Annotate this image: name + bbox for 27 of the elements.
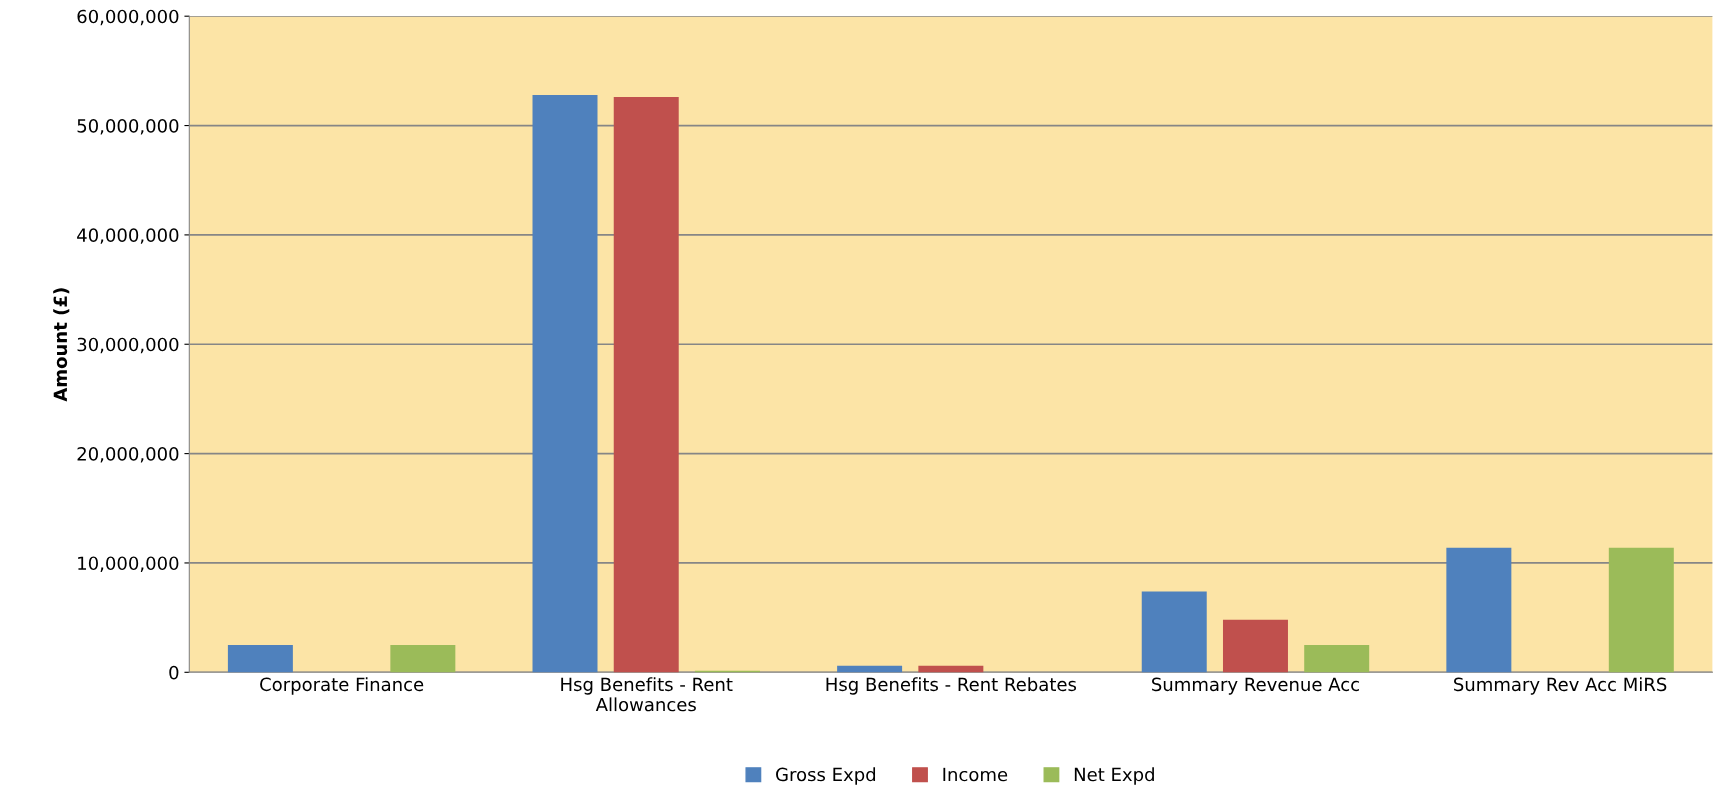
y-tick-label: 30,000,000 (77, 337, 179, 354)
x-tick-label: Summary Revenue Acc (1152, 677, 1359, 695)
bar (227, 644, 293, 673)
legend-label: Net Expd (1074, 767, 1154, 785)
x-tick-label: Corporate Finance (260, 677, 424, 695)
legend-label: Income (943, 767, 1008, 782)
y-tick-label: 60,000,000 (77, 9, 179, 26)
y-tick-label: 40,000,000 (77, 228, 179, 244)
y-tick-label: 50,000,000 (77, 119, 179, 135)
x-tick-label: Summary Rev Acc MiRS (1454, 677, 1667, 695)
bar (837, 665, 903, 673)
bar (1446, 547, 1512, 673)
bar (613, 97, 679, 673)
bar (1141, 591, 1207, 673)
bar (390, 644, 456, 673)
bar (1304, 644, 1370, 673)
bar (1608, 547, 1674, 673)
bar (918, 665, 984, 673)
y-tick-label: 10,000,000 (78, 556, 179, 572)
x-tick-label: Hsg Benefits - Rent Allowances (561, 677, 733, 712)
legend-label: Gross Expd (776, 767, 876, 785)
x-tick-label: Hsg Benefits - Rent Rebates (826, 677, 1077, 695)
bar (532, 94, 598, 673)
bar (1222, 619, 1288, 673)
y-tick-label: 20,000,000 (77, 447, 179, 463)
y-axis-title: Amount (£) (53, 288, 70, 402)
y-tick-label: 0 (169, 665, 179, 680)
